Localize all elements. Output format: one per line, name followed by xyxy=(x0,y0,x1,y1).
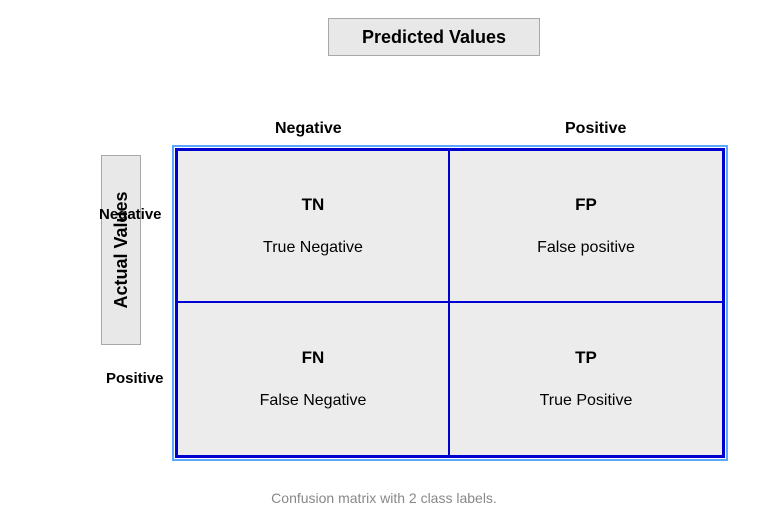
cell-abbrev: FN xyxy=(302,348,325,368)
cell-full-label: True Positive xyxy=(540,392,633,410)
column-header-negative: Negative xyxy=(275,120,342,138)
cell-abbrev: TP xyxy=(575,348,597,368)
cell-true-negative: TN True Negative xyxy=(178,151,450,303)
predicted-values-title: Predicted Values xyxy=(328,18,540,56)
row-header-negative: Negative xyxy=(99,206,162,223)
actual-values-title: Actual Values xyxy=(101,155,141,345)
column-header-positive: Positive xyxy=(565,120,626,138)
confusion-matrix: TN True Negative FP False positive FN Fa… xyxy=(175,148,725,458)
cell-full-label: False Negative xyxy=(260,392,367,410)
cell-true-positive: TP True Positive xyxy=(450,303,722,455)
cell-abbrev: TN xyxy=(302,195,325,215)
row-header-positive: Positive xyxy=(106,370,164,387)
cell-false-positive: FP False positive xyxy=(450,151,722,303)
cell-full-label: False positive xyxy=(537,239,635,257)
cell-full-label: True Negative xyxy=(263,239,363,257)
figure-caption: Confusion matrix with 2 class labels. xyxy=(0,490,768,506)
cell-abbrev: FP xyxy=(575,195,597,215)
matrix-grid: TN True Negative FP False positive FN Fa… xyxy=(178,151,722,455)
cell-false-negative: FN False Negative xyxy=(178,303,450,455)
